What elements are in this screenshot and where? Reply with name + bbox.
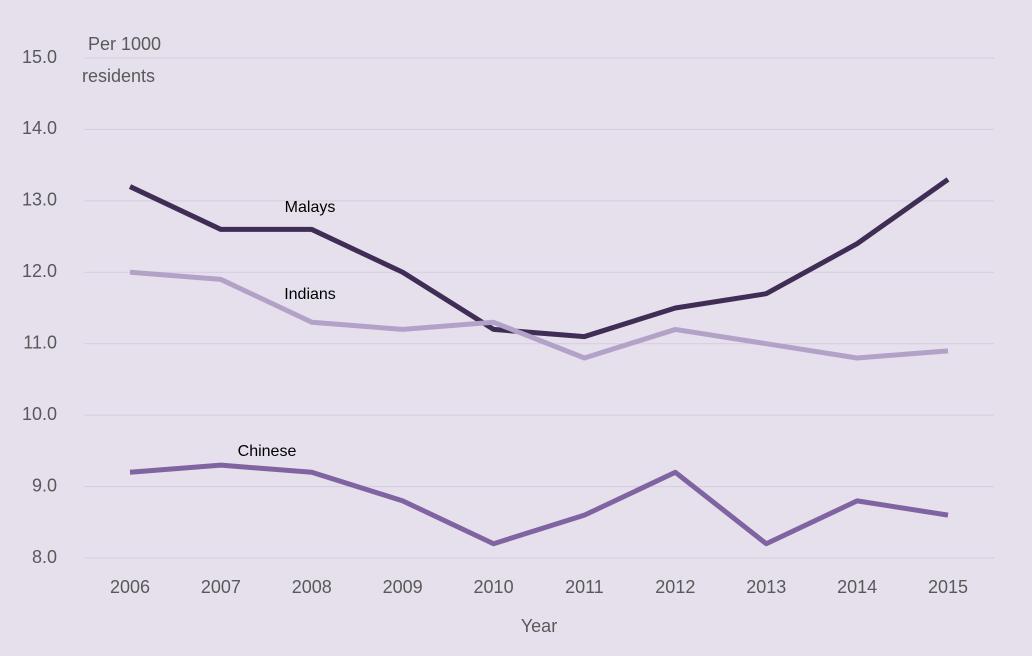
series-label: Indians <box>284 286 336 303</box>
y-tick-label: 12.0 <box>22 261 57 281</box>
series-label: Chinese <box>238 443 297 460</box>
x-tick-label: 2015 <box>928 577 968 597</box>
y-tick-label: 11.0 <box>23 332 57 352</box>
y-axis-label: Per 1000 <box>88 34 161 54</box>
y-tick-label: 10.0 <box>22 404 57 424</box>
x-tick-label: 2013 <box>746 577 786 597</box>
x-tick-label: 2008 <box>292 577 332 597</box>
y-tick-label: 9.0 <box>32 475 57 495</box>
x-tick-label: 2006 <box>110 577 150 597</box>
x-tick-label: 2010 <box>474 577 514 597</box>
x-tick-label: 2007 <box>201 577 241 597</box>
y-tick-label: 13.0 <box>22 190 57 210</box>
x-axis-label: Year <box>521 616 557 636</box>
series-line <box>128 177 950 340</box>
series-label: Malays <box>285 199 336 216</box>
x-tick-label: 2011 <box>565 577 604 597</box>
y-tick-label: 8.0 <box>32 547 57 567</box>
x-tick-label: 2014 <box>837 577 877 597</box>
y-axis-label: residents <box>82 66 155 86</box>
y-tick-label: 14.0 <box>22 118 57 138</box>
x-tick-label: 2012 <box>655 577 695 597</box>
series-line <box>129 269 949 361</box>
series-line <box>129 462 949 547</box>
y-tick-label: 15.0 <box>22 47 57 67</box>
x-tick-label: 2009 <box>383 577 423 597</box>
